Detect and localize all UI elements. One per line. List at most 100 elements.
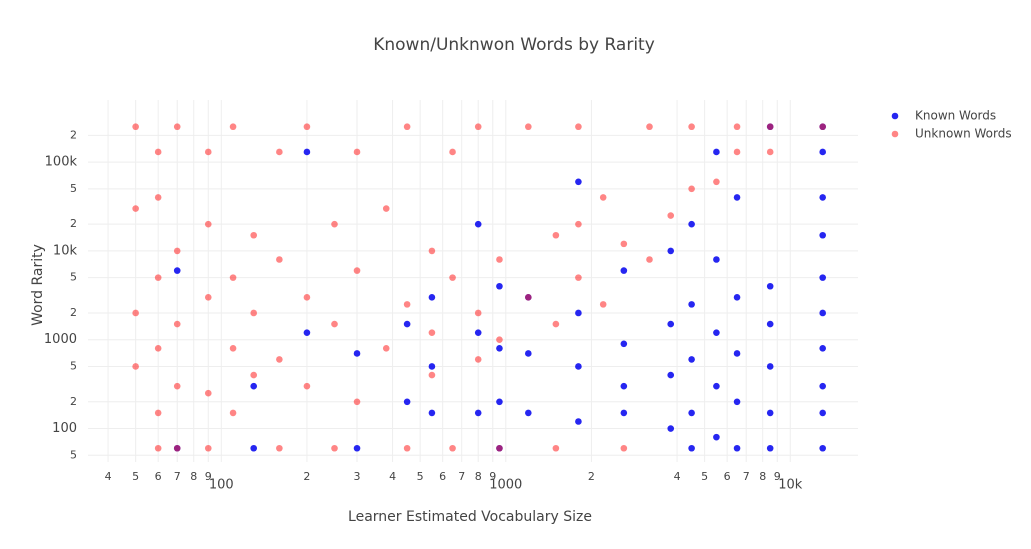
point: [132, 309, 139, 317]
point: [276, 148, 283, 156]
point: [766, 320, 774, 328]
point: [250, 382, 258, 390]
point: [229, 409, 237, 417]
point: [474, 309, 482, 317]
point: [620, 444, 628, 452]
point: [496, 345, 503, 352]
point: [620, 340, 628, 348]
x-tick-label: 8: [475, 470, 482, 483]
point: [620, 409, 628, 417]
point: [204, 389, 212, 397]
point: [819, 444, 826, 452]
point: [688, 185, 695, 193]
point: [525, 350, 532, 357]
point: [353, 444, 361, 452]
x-tick-label: 5: [132, 470, 139, 483]
point: [819, 409, 826, 417]
x-tick-label: 10k: [778, 478, 803, 493]
point: [733, 294, 741, 301]
point: [733, 350, 741, 357]
point: [667, 212, 675, 219]
point: [620, 267, 628, 274]
point: [667, 371, 675, 379]
point: [688, 444, 695, 452]
point: [819, 123, 826, 131]
point: [766, 148, 774, 156]
point: [204, 444, 212, 452]
point: [496, 256, 503, 263]
point: [713, 148, 720, 156]
point: [474, 220, 482, 228]
point: [382, 205, 390, 212]
legend-label: Known Words: [915, 109, 996, 123]
point: [428, 363, 436, 370]
point: [474, 123, 482, 131]
point: [525, 409, 532, 417]
point: [713, 256, 720, 263]
point: [713, 433, 720, 441]
point: [599, 194, 607, 201]
y-tick-label: 5: [70, 182, 77, 195]
point: [496, 398, 503, 406]
point: [713, 382, 720, 390]
y-tick-label: 100: [52, 421, 77, 436]
point: [154, 409, 162, 417]
point: [575, 309, 582, 317]
x-tick-label: 2: [303, 470, 310, 483]
legend-label: Unknown Words: [915, 127, 1012, 141]
point: [204, 220, 212, 228]
point: [819, 382, 826, 390]
point: [496, 444, 503, 452]
point: [733, 444, 741, 452]
series: [173, 123, 826, 452]
point: [353, 148, 361, 156]
point: [733, 123, 741, 131]
point: [229, 123, 237, 131]
point: [331, 220, 338, 228]
point: [496, 336, 503, 344]
chart-title: Known/Unknwon Words by Rarity: [373, 35, 655, 55]
point: [766, 363, 774, 370]
point: [204, 148, 212, 156]
series: [132, 123, 826, 452]
point: [154, 274, 162, 281]
point: [713, 178, 720, 186]
point: [331, 320, 338, 328]
point: [276, 356, 283, 363]
point: [766, 444, 774, 452]
point: [667, 320, 675, 328]
x-tick-label: 6: [155, 470, 162, 483]
x-tick-label: 3: [354, 470, 361, 483]
x-tick-label: 4: [674, 470, 681, 483]
point: [667, 247, 675, 255]
point: [733, 194, 741, 201]
point: [667, 425, 675, 432]
point: [819, 309, 826, 317]
point: [620, 240, 628, 248]
point: [403, 301, 411, 308]
x-tick-label: 9: [205, 470, 212, 483]
point: [733, 148, 741, 156]
x-tick-label: 6: [724, 470, 731, 483]
point: [353, 350, 361, 357]
x-tick-label: 1000: [489, 478, 522, 493]
point: [819, 231, 826, 239]
point: [250, 309, 258, 317]
y-tick-label: 2: [70, 217, 77, 230]
y-axis-title: Word Rarity: [30, 244, 46, 326]
point: [819, 274, 826, 281]
point: [766, 282, 774, 290]
point: [303, 123, 311, 131]
point: [353, 398, 361, 406]
x-axis-title: Learner Estimated Vocabulary Size: [348, 509, 592, 525]
point: [575, 363, 582, 370]
x-tick-label: 7: [174, 470, 181, 483]
point: [713, 329, 720, 336]
point: [403, 320, 411, 328]
point: [575, 220, 582, 228]
x-tick-label: 2: [588, 470, 595, 483]
x-tick-label: 8: [190, 470, 197, 483]
point: [403, 398, 411, 406]
point: [382, 345, 390, 352]
x-tick-label: 7: [458, 470, 465, 483]
